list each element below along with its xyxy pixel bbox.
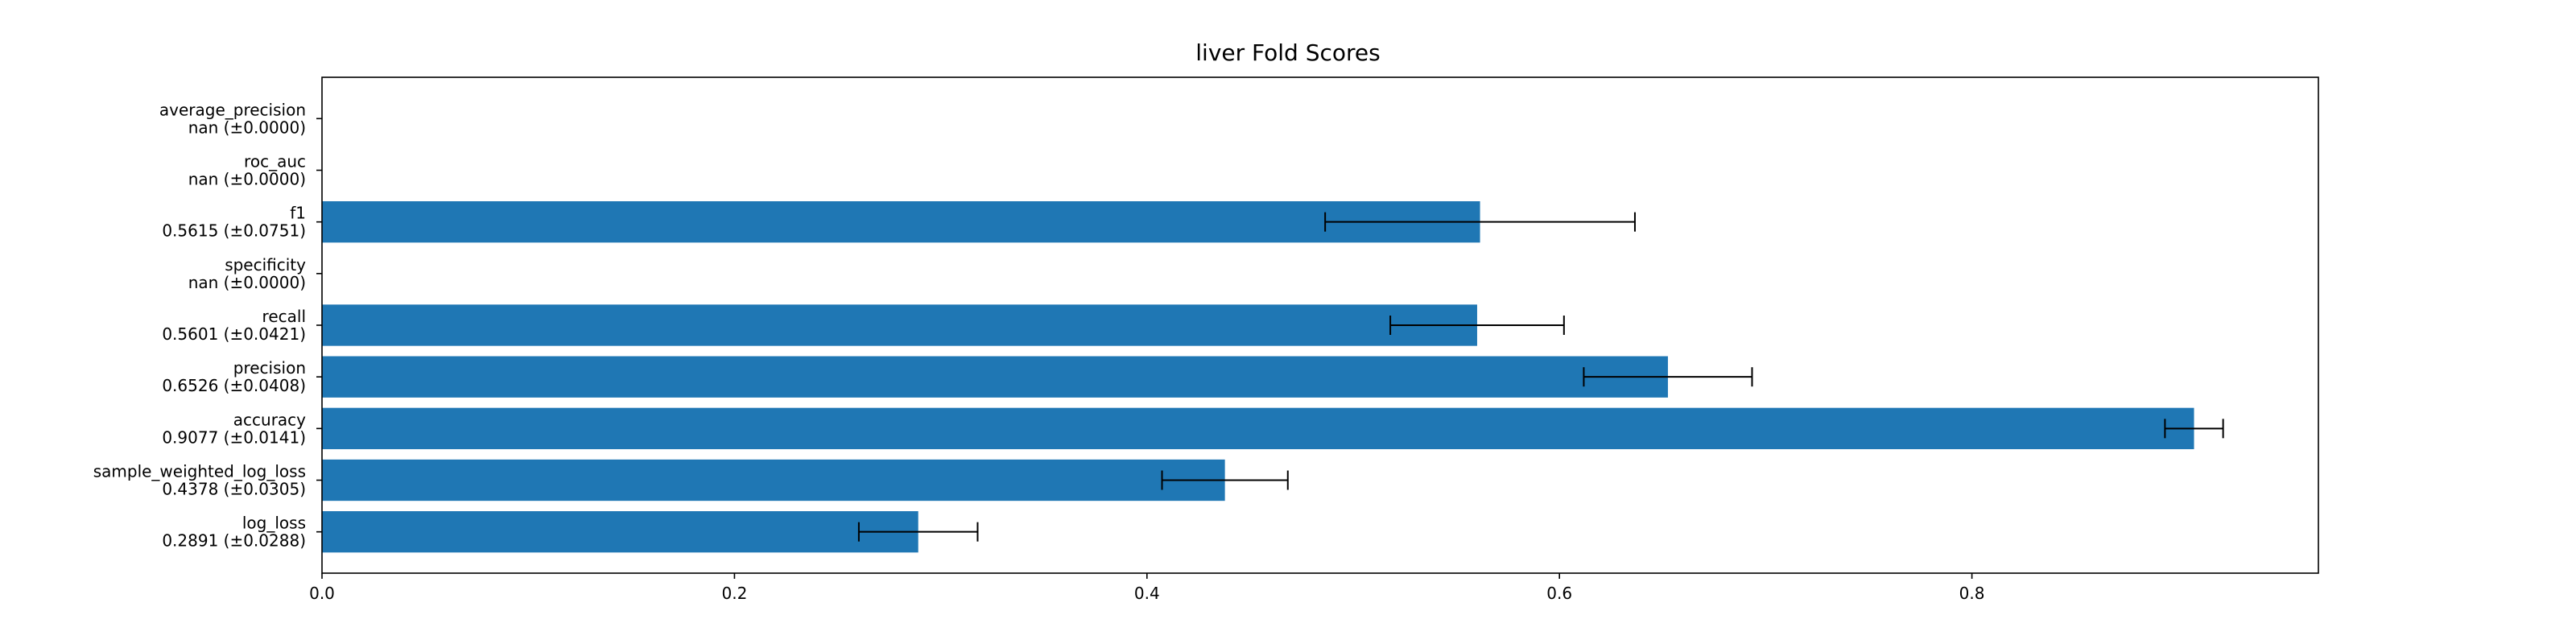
- x-tick-label-0: 0.0: [309, 584, 335, 603]
- y-tick-label-metric: sample_weighted_log_loss: [93, 462, 306, 481]
- y-tick-label-recall: recall 0.5601 (±0.0421): [162, 307, 306, 344]
- bar-precision: [322, 356, 1668, 398]
- y-tick-label-average_precision: average_precision nan (±0.0000): [159, 100, 306, 137]
- x-tick-label-1: 0.2: [721, 584, 747, 603]
- y-tick-label-score: 0.9077 (±0.0141): [162, 427, 306, 447]
- y-axis: log_loss 0.2891 (±0.0288) sample_weighted_…: [93, 100, 322, 551]
- error-bars-group: [857, 212, 2224, 542]
- y-tick-label-score: 0.4378 (±0.0305): [162, 480, 306, 499]
- y-tick-label-score: 0.6526 (±0.0408): [162, 376, 306, 395]
- y-tick-label-score: 0.5601 (±0.0421): [162, 324, 306, 344]
- y-tick-label-log_loss: log_loss 0.2891 (±0.0288): [162, 514, 306, 551]
- y-tick-label-metric: specificity: [225, 255, 306, 275]
- x-tick-label-2: 0.4: [1134, 584, 1160, 603]
- y-tick-label-metric: roc_auc: [244, 152, 306, 171]
- bar-accuracy: [322, 407, 2194, 449]
- y-tick-label-metric: average_precision: [159, 100, 306, 119]
- bar-log_loss: [322, 511, 919, 553]
- x-tick-label-3: 0.6: [1546, 584, 1572, 603]
- chart-title: liver Fold Scores: [1195, 39, 1380, 66]
- y-tick-label-sample_weighted_log_loss: sample_weighted_log_loss 0.4378 (±0.0305): [93, 462, 306, 499]
- y-tick-label-precision: precision 0.6526 (±0.0408): [162, 358, 306, 395]
- y-tick-label-metric: recall: [262, 307, 306, 326]
- y-tick-label-metric: log_loss: [242, 514, 306, 533]
- y-tick-label-roc_auc: roc_auc nan (±0.0000): [188, 152, 306, 189]
- y-tick-label-metric: accuracy: [233, 410, 306, 429]
- y-tick-label-score: nan (±0.0000): [188, 273, 306, 292]
- bar-f1: [322, 201, 1480, 243]
- y-tick-label-specificity: specificity nan (±0.0000): [188, 255, 306, 292]
- y-tick-label-score: 0.2891 (±0.0288): [162, 531, 306, 551]
- y-tick-label-score: 0.5615 (±0.0751): [162, 221, 306, 241]
- y-tick-label-metric: precision: [233, 358, 306, 378]
- y-tick-label-metric: f1: [290, 204, 306, 223]
- y-tick-label-score: nan (±0.0000): [188, 118, 306, 137]
- bars-group: [322, 201, 2194, 553]
- y-tick-label-score: nan (±0.0000): [188, 170, 306, 189]
- y-tick-label-accuracy: accuracy 0.9077 (±0.0141): [162, 410, 306, 447]
- bar-sample_weighted_log_loss: [322, 459, 1225, 502]
- x-tick-label-4: 0.8: [1959, 584, 1985, 603]
- x-axis: 0.0 0.2 0.4 0.6 0.8: [309, 573, 1984, 603]
- y-tick-label-f1: f1 0.5615 (±0.0751): [162, 204, 306, 241]
- bar-recall: [322, 304, 1477, 346]
